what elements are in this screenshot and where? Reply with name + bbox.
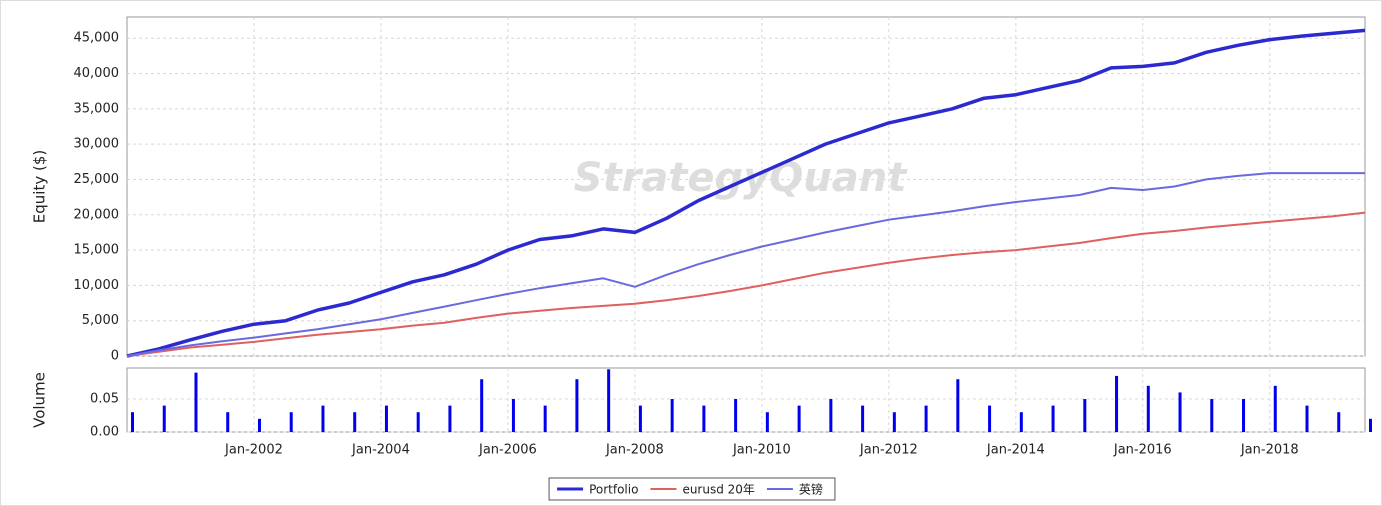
x-tick-label: Jan-2014 — [986, 443, 1045, 458]
y-tick-label: 15,000 — [74, 243, 120, 258]
volume-bar — [416, 412, 420, 432]
y-tick-label: 0.00 — [90, 425, 119, 440]
volume-bar — [829, 399, 833, 432]
volume-bar — [892, 412, 896, 432]
watermark: StrategyQuant — [574, 155, 909, 201]
y-tick-label: 30,000 — [74, 137, 120, 152]
volume-bar — [797, 405, 801, 432]
volume-bar — [1369, 418, 1372, 432]
volume-bar — [607, 369, 611, 432]
y-tick-label: 45,000 — [74, 31, 120, 46]
volume-bar — [194, 372, 198, 432]
volume-bar — [1051, 405, 1055, 432]
legend: Portfolio eurusd 20年 英镑 — [548, 477, 836, 501]
x-tick-label: Jan-2012 — [859, 443, 918, 458]
y-tick-label: 20,000 — [74, 207, 120, 222]
y-tick-label: 35,000 — [74, 101, 120, 116]
volume-bar — [1115, 375, 1119, 432]
volume-bar — [131, 412, 134, 432]
volume-bar — [257, 418, 261, 432]
series-line — [126, 211, 1366, 357]
x-tick-label: Jan-2008 — [605, 443, 664, 458]
legend-label: 英镑 — [799, 482, 823, 497]
volume-bar — [638, 405, 642, 432]
volume-bar — [511, 399, 515, 432]
x-tick-label: Jan-2016 — [1113, 443, 1172, 458]
legend-label: Portfolio — [589, 483, 638, 497]
volume-bar — [448, 405, 452, 432]
volume-bar — [1210, 399, 1214, 432]
y-tick-label: 25,000 — [74, 172, 120, 187]
y-tick-label: 0.05 — [90, 392, 119, 407]
x-tick-label: Jan-2018 — [1240, 443, 1299, 458]
volume-bar — [162, 405, 166, 432]
y-axis-label: Volume — [31, 372, 49, 428]
x-tick-label: Jan-2010 — [732, 443, 791, 458]
y-axis-label: Equity ($) — [31, 150, 49, 223]
volume-bar — [1146, 385, 1150, 432]
plot-area — [126, 367, 1366, 433]
volume-bar — [1242, 399, 1246, 432]
x-tick-label: Jan-2004 — [351, 443, 410, 458]
x-tick-label: Jan-2006 — [478, 443, 537, 458]
y-tick-label: 40,000 — [74, 66, 120, 81]
volume-bar — [734, 399, 738, 432]
volume-bar — [1305, 405, 1309, 432]
series-line — [126, 28, 1366, 358]
legend-box — [548, 477, 836, 501]
volume-bar — [1019, 412, 1023, 432]
volume-bar — [353, 412, 357, 432]
volume-bar — [670, 399, 674, 432]
volume-bar — [765, 412, 769, 432]
volume-bar — [702, 405, 706, 432]
x-tick-label: Jan-2002 — [224, 443, 283, 458]
volume-bar — [289, 412, 293, 432]
volume-bar — [1337, 412, 1341, 432]
y-tick-label: 0 — [111, 349, 119, 364]
volume-bar — [226, 412, 230, 432]
volume-bar — [924, 405, 928, 432]
volume-bar — [988, 405, 992, 432]
y-tick-label: 10,000 — [74, 278, 120, 293]
volume-bar — [956, 379, 960, 432]
volume-bar — [861, 405, 865, 432]
volume-bar — [321, 405, 325, 432]
volume-bar — [384, 405, 388, 432]
volume-bar — [1273, 385, 1277, 432]
series-line — [126, 172, 1365, 357]
volume-bar — [480, 379, 484, 432]
volume-bar — [1083, 399, 1087, 432]
legend-label: eurusd 20年 — [682, 483, 754, 497]
y-tick-label: 5,000 — [82, 313, 119, 328]
volume-bar — [1178, 392, 1182, 432]
volume-bar — [543, 405, 547, 432]
volume-bar — [575, 379, 579, 432]
